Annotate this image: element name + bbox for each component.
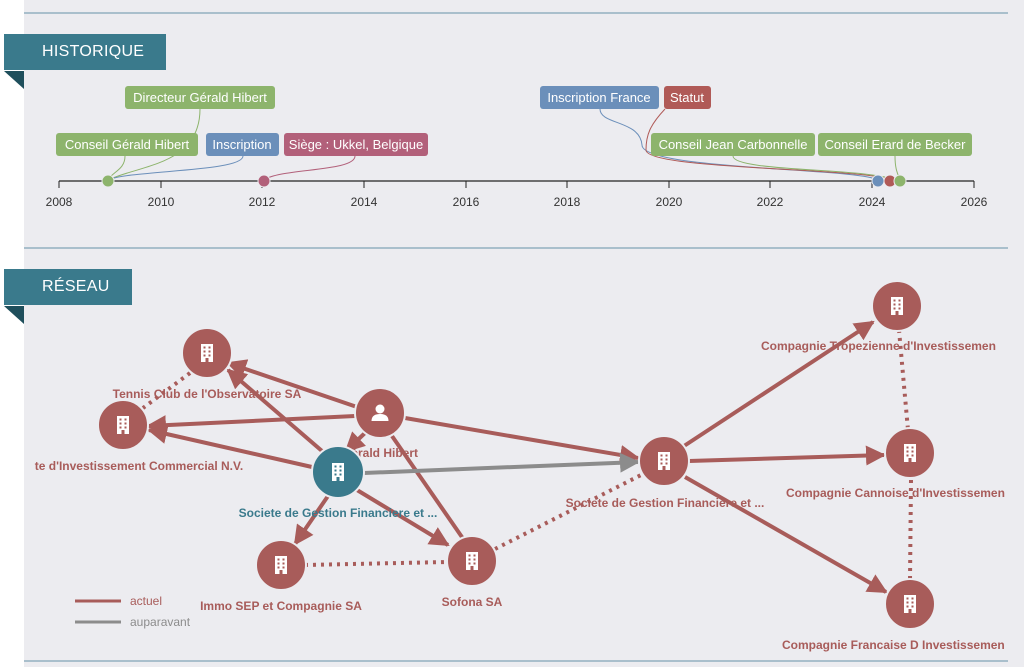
tick-label: 2024 [859,195,886,209]
middle-divider [24,247,1008,249]
network-node-focus[interactable]: Societe de Gestion Financiere et ... [239,445,438,520]
edge-current [226,359,358,409]
node-label: Societe de Gestion Financiere et ... [566,496,765,510]
event-tag-label: Directeur Gérald Hibert [133,90,267,105]
event-connector [107,155,244,181]
building-icon [891,297,903,315]
tick-label: 2020 [656,195,683,209]
event-tag-label: Statut [670,90,704,105]
building-icon [275,556,287,574]
tick-label: 2022 [757,195,784,209]
top-divider [24,12,1008,14]
network-node[interactable]: Compagnie Cannoise d'Investissemen [786,427,1005,500]
node-label: Immo SEP et Compagnie SA [200,599,362,613]
edge-current [684,475,888,594]
edge-current [147,424,313,469]
node-label: Societe de Gestion Financiere et ... [239,506,438,520]
event-connector [263,155,356,181]
tick-label: 2026 [961,195,988,209]
network-node[interactable]: Sofona SA [442,535,503,609]
edge-current [226,368,324,453]
event-tag[interactable]: Conseil Erard de Becker [818,133,972,156]
event-connector [107,108,201,181]
event-dot[interactable] [893,174,907,188]
event-dot[interactable] [257,174,271,188]
network-node[interactable]: Societe de Gestion Financiere et ... [566,435,765,510]
reseau-ribbon-fold [4,306,24,324]
tick-label: 2012 [249,195,276,209]
event-tag-label: Inscription France [547,90,650,105]
node-label: Sofona SA [442,595,503,609]
event-connector [645,108,891,181]
event-tag[interactable]: Directeur Gérald Hibert [125,86,275,109]
edge-dotted [304,560,448,567]
network-node[interactable]: Compagnie Tropezienne d'Investissemen [761,280,996,353]
node-label: Tennis Club de l'Observatoire SA [113,387,302,401]
event-dot[interactable] [101,174,115,188]
building-icon [201,344,213,362]
building-icon [904,595,916,613]
edge-current [390,434,466,542]
edge-previous [363,452,640,475]
network-node[interactable]: te d'Investissement Commercial N.V. [35,399,244,473]
network-node[interactable]: Immo SEP et Compagnie SA [200,539,362,613]
event-dot[interactable] [871,174,885,188]
event-tag[interactable]: Inscription France [540,86,659,109]
network-legend: actuel auparavant [75,594,191,629]
legend-label-current: actuel [130,594,162,608]
edge-dotted [494,473,642,551]
edge-current [682,320,875,448]
legend-label-previous: auparavant [130,615,191,629]
building-icon [658,452,670,470]
event-tag-label: Conseil Gérald Hibert [65,137,190,152]
event-tag-label: Inscription [212,137,271,152]
tick-label: 2018 [554,195,581,209]
historique-ribbon-fold [4,71,24,89]
event-tag-label: Siège : Ukkel, Belgique [289,137,423,152]
building-icon [117,416,129,434]
timeline-ticks: 2008 2010 2012 2014 2016 2018 2020 2022 … [46,181,988,209]
bottom-divider [24,660,1008,662]
event-tag[interactable]: Statut [664,86,711,109]
event-tag-label: Conseil Erard de Becker [825,137,967,152]
edge-current [355,488,450,547]
event-tag[interactable]: Conseil Jean Carbonnelle [651,133,815,156]
tick-label: 2010 [148,195,175,209]
building-icon [332,463,344,481]
edge-current [146,414,356,436]
edge-current [293,494,330,546]
node-label: Gérald Hibert [342,446,418,460]
tick-label: 2014 [351,195,378,209]
network-node[interactable]: Tennis Club de l'Observatoire SA [113,327,302,401]
event-tag[interactable]: Inscription [206,133,279,156]
edge-current [404,416,640,465]
network-node[interactable]: Gérald Hibert [342,387,418,460]
reseau-title: RÉSEAU [4,269,132,305]
edge-dotted [897,329,910,431]
node-label: Compagnie Cannoise d'Investissemen [786,486,1005,500]
network-node[interactable]: Compagnie Francaise D Investissemen [782,578,1005,652]
historique-title: HISTORIQUE [4,34,167,70]
tick-label: 2016 [453,195,480,209]
tick-label: 2008 [46,195,73,209]
event-tag[interactable]: Conseil Gérald Hibert [56,133,198,156]
event-tag-label: Conseil Jean Carbonnelle [659,137,808,152]
network-edges [141,320,913,594]
node-label: Compagnie Francaise D Investissemen [782,638,1005,652]
edge-dotted [141,371,192,410]
building-icon [466,552,478,570]
building-icon [904,444,916,462]
node-label: te d'Investissement Commercial N.V. [35,459,244,473]
event-tag[interactable]: Siège : Ukkel, Belgique [284,133,428,156]
edge-current [688,445,886,466]
edge-dotted [908,479,913,581]
node-label: Compagnie Tropezienne d'Investissemen [761,339,996,353]
